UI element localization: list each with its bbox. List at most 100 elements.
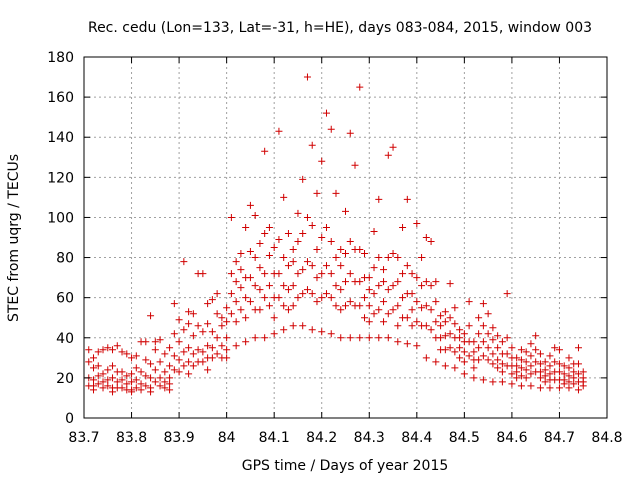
data-point — [456, 354, 464, 362]
data-point — [213, 334, 221, 342]
data-point — [132, 376, 140, 384]
data-point — [156, 382, 164, 390]
data-point — [484, 310, 492, 318]
data-point — [541, 372, 549, 380]
data-point — [308, 262, 316, 270]
data-point — [432, 298, 440, 306]
y-tick-label: 140 — [47, 130, 74, 146]
data-point — [303, 286, 311, 294]
data-point — [422, 234, 430, 241]
data-point — [361, 274, 369, 282]
data-point — [322, 109, 330, 117]
data-point — [532, 332, 540, 340]
data-point — [308, 290, 316, 298]
data-point — [175, 338, 183, 346]
data-point — [284, 229, 292, 237]
data-point — [375, 334, 383, 342]
data-point — [251, 211, 259, 219]
data-point — [327, 294, 335, 302]
data-point — [422, 354, 430, 362]
data-point — [280, 193, 288, 201]
grid-lines — [84, 57, 607, 418]
data-point — [375, 306, 383, 314]
data-point — [351, 161, 359, 169]
data-point — [432, 358, 440, 366]
data-point — [489, 350, 497, 358]
data-point — [142, 356, 150, 364]
data-point — [213, 350, 221, 358]
data-point — [427, 238, 435, 246]
data-point — [280, 282, 288, 290]
data-point — [337, 262, 345, 270]
data-point — [208, 328, 216, 336]
data-point — [536, 360, 544, 368]
data-point — [318, 157, 326, 165]
data-point — [294, 270, 302, 278]
data-point — [498, 378, 506, 386]
data-point — [132, 352, 140, 360]
data-point — [432, 334, 440, 342]
data-point — [356, 83, 364, 91]
data-point — [541, 358, 549, 366]
data-point — [403, 195, 411, 203]
data-point — [570, 380, 578, 388]
data-point — [299, 290, 307, 298]
data-point — [218, 314, 226, 322]
x-tick-label: 84.3 — [354, 430, 385, 446]
data-point — [394, 338, 402, 346]
data-point — [346, 270, 354, 278]
data-point — [94, 362, 102, 370]
data-point — [332, 254, 340, 262]
data-point — [204, 300, 212, 308]
data-point — [246, 274, 254, 282]
data-point — [527, 340, 535, 348]
data-point — [251, 282, 259, 290]
data-point — [503, 334, 511, 342]
data-point — [261, 334, 269, 342]
data-point — [570, 368, 578, 376]
data-point — [370, 264, 378, 272]
data-point — [180, 258, 188, 266]
data-point — [346, 298, 354, 306]
data-point — [475, 344, 483, 352]
data-point — [199, 358, 207, 366]
data-point — [399, 270, 407, 278]
data-point — [327, 330, 335, 338]
data-point — [113, 378, 121, 386]
data-point — [237, 306, 245, 314]
data-point — [342, 302, 349, 310]
data-point — [513, 374, 521, 382]
data-point — [265, 252, 273, 260]
data-point — [280, 302, 288, 310]
data-point — [132, 384, 140, 392]
data-point — [256, 306, 264, 314]
data-point — [570, 374, 578, 382]
data-point — [413, 219, 421, 227]
data-point — [223, 304, 231, 312]
data-point — [432, 278, 440, 286]
data-point — [574, 386, 582, 394]
data-point — [441, 308, 449, 316]
data-point — [270, 330, 278, 338]
data-point — [313, 274, 321, 282]
data-point — [99, 384, 107, 392]
data-point — [289, 302, 297, 310]
data-point — [361, 250, 369, 258]
data-point — [246, 298, 254, 306]
data-point — [161, 368, 169, 376]
data-point — [522, 366, 530, 374]
data-point — [517, 382, 525, 390]
x-tick-label: 84.1 — [259, 430, 290, 446]
data-point — [437, 312, 445, 320]
data-point — [498, 338, 506, 346]
data-point — [185, 308, 193, 316]
data-point — [147, 360, 155, 368]
data-point — [261, 270, 269, 278]
data-point — [389, 143, 397, 151]
data-point — [565, 372, 573, 380]
data-point — [232, 278, 240, 286]
data-point — [170, 352, 178, 360]
data-point — [384, 151, 392, 159]
data-point — [446, 330, 454, 338]
data-point — [313, 298, 321, 306]
